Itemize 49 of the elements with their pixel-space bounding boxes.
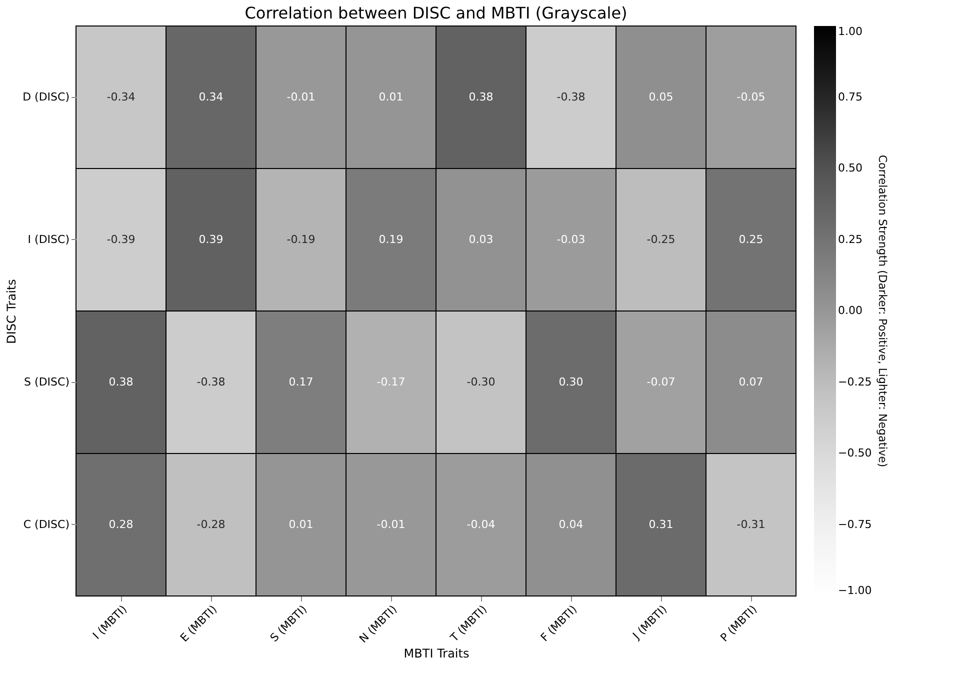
color-bar-label: 0.25 bbox=[838, 232, 862, 246]
color-bar-label: 0.75 bbox=[838, 90, 862, 104]
data-label: 0.01 bbox=[288, 518, 314, 531]
y-tick-label: D (DISC) bbox=[22, 90, 70, 104]
color-bar-label: −0.75 bbox=[838, 518, 872, 531]
data-label: -0.07 bbox=[646, 375, 676, 388]
data-label: -0.38 bbox=[556, 90, 586, 104]
data-label: 0.07 bbox=[738, 375, 764, 388]
data-label: 0.38 bbox=[108, 375, 134, 388]
y-tick-label: C (DISC) bbox=[23, 518, 70, 531]
data-label: -0.34 bbox=[106, 90, 136, 104]
data-label: 0.28 bbox=[108, 518, 134, 531]
data-label: -0.38 bbox=[196, 375, 226, 388]
data-label: 0.03 bbox=[468, 232, 494, 246]
color-bar-label: 0.00 bbox=[838, 304, 862, 317]
data-label: -0.04 bbox=[466, 518, 496, 531]
color-bar-label: −0.50 bbox=[838, 446, 872, 460]
data-label: -0.17 bbox=[376, 375, 406, 388]
data-label: -0.31 bbox=[736, 518, 766, 531]
data-label: -0.39 bbox=[106, 232, 136, 246]
data-label: -0.28 bbox=[196, 518, 226, 531]
data-label: -0.05 bbox=[736, 90, 766, 104]
data-label: -0.25 bbox=[646, 232, 676, 246]
data-label: -0.30 bbox=[466, 375, 496, 388]
color-bar-label: 0.50 bbox=[838, 162, 862, 174]
data-label: 0.17 bbox=[288, 375, 314, 388]
color-bar-label: −0.25 bbox=[838, 375, 872, 388]
color-bar-label: −1.00 bbox=[838, 584, 872, 597]
data-label: -0.01 bbox=[286, 90, 316, 104]
data-label: 0.25 bbox=[738, 232, 764, 246]
x-axis-title: MBTI Traits bbox=[404, 646, 470, 661]
data-label: 0.34 bbox=[198, 90, 224, 104]
y-axis-title: DISC Traits bbox=[4, 279, 19, 344]
data-label: 0.39 bbox=[198, 232, 224, 246]
data-label: -0.03 bbox=[556, 232, 586, 246]
data-label: -0.01 bbox=[376, 518, 406, 531]
color-bar-label: 1.00 bbox=[838, 25, 862, 38]
y-tick-label: I (DISC) bbox=[28, 232, 70, 246]
data-label: 0.05 bbox=[648, 90, 674, 104]
data-label: 0.30 bbox=[558, 375, 584, 388]
data-label: 0.04 bbox=[558, 518, 584, 531]
data-label: 0.31 bbox=[648, 518, 674, 531]
data-label: 0.01 bbox=[378, 90, 404, 104]
y-tick-label: S (DISC) bbox=[24, 375, 70, 388]
data-label: 0.38 bbox=[468, 90, 494, 104]
chart-title: Correlation between DISC and MBTI (Grayscale) bbox=[244, 4, 628, 22]
data-label: -0.19 bbox=[286, 232, 316, 246]
data-label: 0.19 bbox=[378, 232, 404, 246]
color-bar-title: Correlation Strength (Darker: Positive, Lighter: Negative) bbox=[876, 154, 889, 468]
